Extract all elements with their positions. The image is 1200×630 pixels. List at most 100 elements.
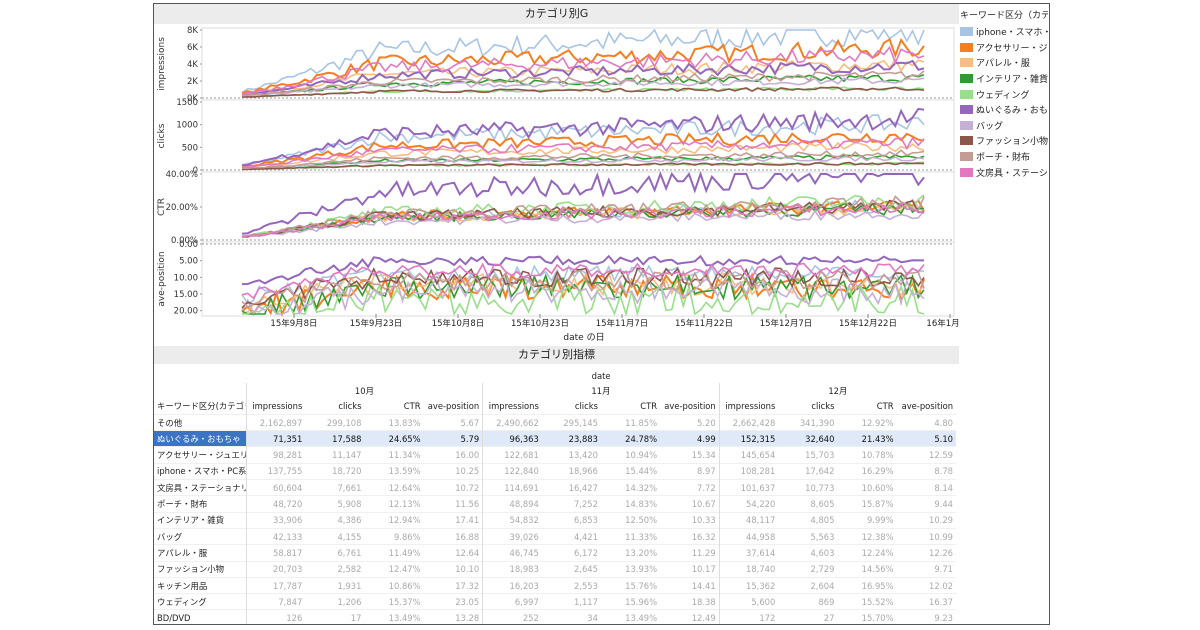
legend-item[interactable]: ポーチ・財布 xyxy=(960,149,1048,165)
series-line-5-clicks xyxy=(241,107,925,167)
table-cell: 71,351 xyxy=(245,430,306,447)
table-cell: 13.28 xyxy=(423,609,483,624)
table-row[interactable]: ぬいぐるみ・おもちゃ 71,351 17,588 24.65% 5.79 96,363 23… xyxy=(154,430,956,447)
table-cell: 10.67 xyxy=(660,495,720,513)
panel-axis-label: impressions xyxy=(157,37,167,91)
table-cell: 18,983 xyxy=(482,560,542,578)
series-line-5-CTR xyxy=(241,170,925,235)
table-cell: 12.24% xyxy=(837,544,897,562)
table-cell: 54,832 xyxy=(482,511,542,529)
table-row[interactable]: 文房具・ステーショナリー60,6047,66112.64%10.72114,69… xyxy=(154,479,956,496)
legend-label: アパレル・服 xyxy=(976,59,1030,70)
y-tick-label: 4K xyxy=(187,60,198,70)
table-cell: 8.78 xyxy=(896,462,956,480)
table-cell: 126 xyxy=(245,609,306,624)
legend-item[interactable]: アパレル・服 xyxy=(960,55,1048,71)
table-cell: 16.29% xyxy=(837,462,897,480)
metric-header: CTR xyxy=(403,401,421,412)
table-cell: 48,117 xyxy=(718,511,779,529)
y-tick-label: 8K xyxy=(187,26,198,36)
legend-item[interactable]: インテリア・雑貨 xyxy=(960,71,1048,87)
table-cell: 101,637 xyxy=(718,479,779,496)
table-cell: 5.67 xyxy=(423,413,483,431)
table-cell: 48,720 xyxy=(245,495,306,513)
table-cell: 18,740 xyxy=(718,560,779,578)
legend-item[interactable]: ウェディング xyxy=(960,86,1048,102)
table-row[interactable]: インテリア・雑貨 33,906 4,386 12.94% 17.41 54,832 6,85… xyxy=(154,511,956,529)
row-label: iphone・スマホ・PC系 xyxy=(154,462,247,480)
table-cell: 42,133 xyxy=(245,527,306,545)
y-tick-label: 500 xyxy=(182,143,198,153)
table-cell: 44,958 xyxy=(718,527,779,545)
legend-label: バッグ xyxy=(976,121,1004,132)
panel-axis-label: CTR xyxy=(157,198,167,216)
y-tick-label: 0 xyxy=(193,166,198,176)
line-chart[interactable]: 0K 2K 4K 6K 8K impressions 0 500 1000 1500 clicks 0… xyxy=(154,24,959,346)
table-cell: 114,691 xyxy=(482,479,542,496)
table-cell: 11.29 xyxy=(660,544,720,562)
legend-item[interactable]: ぬいぐるみ・おもちゃ xyxy=(960,102,1048,118)
table-cell: 2,582 xyxy=(305,560,365,578)
table-cell: 16,203 xyxy=(482,576,542,594)
table-cell: 13,420 xyxy=(541,446,601,464)
table-row[interactable]: iphone・スマホ・PC系 137,755 18,720 13.59% 10.25 12… xyxy=(154,462,956,480)
table-cell: 122,840 xyxy=(482,462,542,480)
table-row[interactable]: アクセサリー・ジュエリー98,28111,14711.34%16.00122,6… xyxy=(154,446,956,464)
table-cell: 137,755 xyxy=(245,462,306,480)
metric-header: ave-position xyxy=(901,401,953,412)
table-cell: 13.93% xyxy=(600,560,661,578)
table-row[interactable]: バッグ 42,133 4,155 9.86% 16.88 39,026 4,421 11.33… xyxy=(154,527,956,545)
series-line-0-clicks xyxy=(241,114,925,166)
table-cell: 11.56 xyxy=(423,495,483,513)
x-tick-label: 15年10月23日 xyxy=(511,318,569,329)
legend-item[interactable]: iphone・スマホ・P... xyxy=(960,24,1048,40)
table-cell: 34 xyxy=(541,609,601,624)
table-cell: 5.20 xyxy=(660,413,720,431)
table-cell: 10.99 xyxy=(896,527,956,545)
legend-item[interactable]: バッグ xyxy=(960,118,1048,134)
table-cell: 23.05 xyxy=(423,593,483,610)
row-label: ぬいぐるみ・おもちゃ xyxy=(154,430,247,447)
table-cell: 46,745 xyxy=(482,544,542,562)
blank-cell xyxy=(154,383,246,398)
table-cell: 12.26 xyxy=(896,544,956,562)
x-tick-label: 15年10月8日 xyxy=(432,318,485,329)
legend-label: ポーチ・財布 xyxy=(976,153,1031,164)
table-row[interactable]: アパレル・服 58,817 6,761 11.49% 12.64 46,745 6,172 1… xyxy=(154,544,956,562)
table-cell: 17,642 xyxy=(778,462,838,480)
table-cell: 11.85% xyxy=(600,413,661,431)
legend-item[interactable]: 文房具・ステーショ... xyxy=(960,164,1048,180)
table-cell: 6,997 xyxy=(482,593,542,610)
table-cell: 12.64 xyxy=(423,544,483,562)
table-cell: 4,805 xyxy=(778,511,838,529)
table-cell: 4,386 xyxy=(305,511,365,529)
table-cell: 15,362 xyxy=(718,576,779,594)
table-row[interactable]: その他 2,162,897 299,108 13.83% 5.67 2,490,662 29… xyxy=(154,413,956,431)
legend-item[interactable]: ファッション小物 xyxy=(960,133,1048,149)
row-label: バッグ xyxy=(154,527,247,545)
legend-item[interactable]: アクセサリー・ジュ... xyxy=(960,40,1048,56)
month-header: 11月 xyxy=(482,383,720,399)
table-cell: 14.32% xyxy=(600,479,661,496)
table-row[interactable]: ポーチ・財布 48,720 5,908 12.13% 11.56 48,894 7,252 1… xyxy=(154,495,956,513)
table-cell: 60,604 xyxy=(245,479,306,496)
table-cell: 15.76% xyxy=(600,576,661,594)
y-tick-label: 40.00% xyxy=(166,170,198,180)
table-row[interactable]: BD/DVD 126 17 13.49% 13.28 252 34 13.49% 12.49 17… xyxy=(154,609,956,624)
table-row[interactable]: キッチン用品 17,787 1,931 10.86% 17.32 16,203 2,553 1… xyxy=(154,576,956,594)
table-row[interactable]: ファッション小物 20,703 2,582 12.47% 10.10 18,983 2,64… xyxy=(154,560,956,578)
table-cell: 16.37 xyxy=(896,593,956,610)
metric-header: CTR xyxy=(640,401,658,412)
table-cell: 12.02 xyxy=(896,576,956,594)
table-cell: 10.94% xyxy=(600,446,661,464)
table-cell: 15.34 xyxy=(660,446,720,464)
table-cell: 2,729 xyxy=(778,560,838,578)
legend-swatch xyxy=(960,42,973,52)
table-cell: 10.29 xyxy=(896,511,956,529)
table-cell: 9.44 xyxy=(896,495,956,513)
table-cell: 1,206 xyxy=(305,593,365,610)
table-cell: 172 xyxy=(718,609,779,624)
row-label: ファッション小物 xyxy=(154,560,247,578)
table-row[interactable]: ウェディング 7,847 1,206 15.37% 23.05 6,997 1,117 15.… xyxy=(154,593,956,610)
table-cell: 252 xyxy=(482,609,542,624)
